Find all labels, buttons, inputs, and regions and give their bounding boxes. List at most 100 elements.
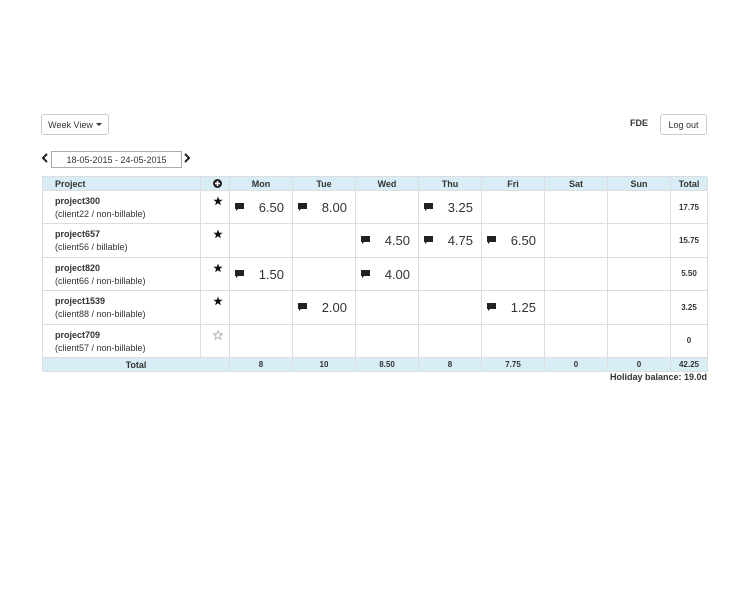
hours-value: 4.50 xyxy=(384,233,410,249)
project-name[interactable]: project709 xyxy=(55,329,101,340)
header-cell: Tue xyxy=(293,177,356,191)
comment-icon xyxy=(361,269,370,278)
header-cell: Sun xyxy=(608,177,671,191)
hours-cell[interactable]: 8.00 xyxy=(293,191,356,225)
project-cell: project820 (client66 / non-billable) xyxy=(43,257,201,292)
day-total: 8 xyxy=(419,358,482,372)
hours-cell[interactable] xyxy=(230,224,293,258)
hours-value: 6.50 xyxy=(510,233,536,249)
hours-cell[interactable] xyxy=(356,324,419,358)
hours-cell[interactable]: 4.50 xyxy=(356,224,419,258)
grand-total: 42.25 xyxy=(671,358,708,372)
hours-value: 1.25 xyxy=(510,300,536,316)
header-cell: Mon xyxy=(230,177,293,191)
hours-cell[interactable] xyxy=(545,257,608,292)
hours-cell[interactable]: 4.00 xyxy=(356,257,419,292)
hours-cell[interactable] xyxy=(230,324,293,358)
comment-icon xyxy=(424,203,433,211)
day-total: 8.50 xyxy=(356,358,419,372)
row-total: 3.25 xyxy=(671,291,708,325)
project-cell: project657 (client56 / billable) xyxy=(43,224,201,258)
date-range-input[interactable]: 18-05-2015 - 24-05-2015 xyxy=(51,151,182,168)
hours-cell[interactable] xyxy=(545,191,608,225)
hours-cell[interactable]: 6.50 xyxy=(482,224,545,258)
favorite-star[interactable] xyxy=(213,196,223,206)
day-total: 0 xyxy=(545,358,608,372)
hours-cell[interactable]: 2.00 xyxy=(293,291,356,325)
hours-cell[interactable]: 1.50 xyxy=(230,257,293,292)
hours-cell[interactable] xyxy=(608,191,671,225)
hours-cell[interactable]: 6.50 xyxy=(230,191,293,225)
hours-cell[interactable] xyxy=(356,291,419,325)
client-name: (client57 / non-billable) xyxy=(55,342,146,353)
hours-cell[interactable] xyxy=(482,257,545,292)
comment-icon xyxy=(487,236,496,245)
hours-cell[interactable] xyxy=(293,257,356,292)
hours-cell[interactable] xyxy=(482,324,545,358)
hours-value: 3.25 xyxy=(447,200,473,215)
header-cell: Project xyxy=(43,177,201,191)
project-cell: project300 (client22 / non-billable) xyxy=(43,191,201,225)
hours-cell[interactable]: 4.75 xyxy=(419,224,482,258)
favorite-star[interactable] xyxy=(213,296,223,306)
header-cell: Thu xyxy=(419,177,482,191)
hours-cell[interactable] xyxy=(545,291,608,325)
footer-label: Total xyxy=(43,358,230,372)
day-total: 0 xyxy=(608,358,671,372)
hours-cell[interactable] xyxy=(608,291,671,325)
hours-cell[interactable] xyxy=(419,257,482,292)
row-total: 5.50 xyxy=(671,257,708,292)
favorite-star[interactable] xyxy=(213,263,223,273)
button-label: Week View xyxy=(48,119,93,130)
star-cell xyxy=(201,224,230,258)
comment-icon xyxy=(361,236,370,245)
favorite-star[interactable] xyxy=(213,329,223,340)
hours-cell[interactable] xyxy=(608,224,671,258)
hours-value: 2.00 xyxy=(321,300,347,316)
row-total: 17.75 xyxy=(671,191,708,225)
next-week[interactable] xyxy=(183,153,191,163)
header-cell: Sat xyxy=(545,177,608,191)
row-total: 15.75 xyxy=(671,224,708,258)
day-total: 10 xyxy=(293,358,356,372)
user-name: FDE xyxy=(630,118,648,128)
hours-cell[interactable] xyxy=(293,224,356,258)
hours-value: 6.50 xyxy=(258,200,284,215)
week-view-button[interactable]: Week View xyxy=(41,114,109,135)
caret xyxy=(95,123,102,126)
hours-cell[interactable] xyxy=(356,191,419,225)
hours-cell[interactable]: 3.25 xyxy=(419,191,482,225)
client-name: (client56 / billable) xyxy=(55,242,128,253)
project-name[interactable]: project300 xyxy=(55,196,101,206)
add-project-icon xyxy=(213,179,222,188)
hours-cell[interactable] xyxy=(608,324,671,358)
logout-button[interactable]: Log out xyxy=(660,114,707,135)
project-name[interactable]: project820 xyxy=(55,262,101,273)
client-name: (client22 / non-billable) xyxy=(55,209,146,219)
hours-cell[interactable] xyxy=(608,257,671,292)
hours-cell[interactable]: 1.25 xyxy=(482,291,545,325)
client-name: (client88 / non-billable) xyxy=(55,309,146,320)
comment-icon xyxy=(424,236,433,245)
star-cell xyxy=(201,291,230,325)
day-total: 7.75 xyxy=(482,358,545,372)
hours-value: 4.75 xyxy=(447,233,473,249)
star-cell xyxy=(201,324,230,358)
day-total: 8 xyxy=(230,358,293,372)
favorite-star[interactable] xyxy=(213,229,223,239)
hours-cell[interactable] xyxy=(545,224,608,258)
hours-cell[interactable] xyxy=(482,191,545,225)
project-name[interactable]: project1539 xyxy=(55,296,106,307)
hours-cell[interactable] xyxy=(545,324,608,358)
hours-cell[interactable] xyxy=(230,291,293,325)
project-name[interactable]: project657 xyxy=(55,229,101,240)
header-cell: Total xyxy=(671,177,708,191)
row-total: 0 xyxy=(671,324,708,358)
hours-cell[interactable] xyxy=(419,324,482,358)
hours-cell[interactable] xyxy=(293,324,356,358)
project-cell: project1539 (client88 / non-billable) xyxy=(43,291,201,325)
hours-cell[interactable] xyxy=(419,291,482,325)
header-cell[interactable] xyxy=(201,177,230,191)
prev-week[interactable] xyxy=(41,153,49,163)
